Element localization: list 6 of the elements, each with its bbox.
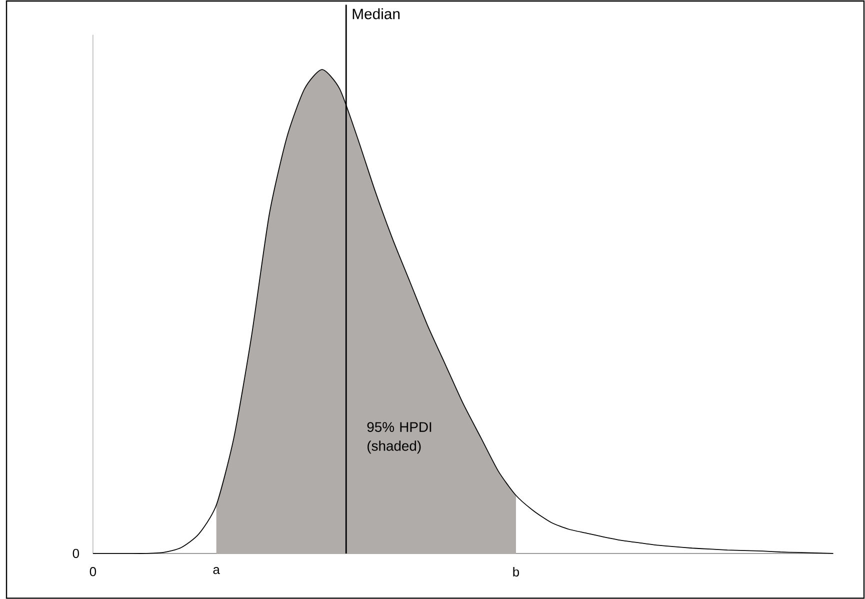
annotation: 95% HPDI (shaded) bbox=[367, 422, 432, 454]
x-tick-label: 0 bbox=[90, 566, 96, 576]
x-tick-label: a bbox=[213, 566, 220, 574]
text: 0 bbox=[72, 548, 80, 558]
x-tick-label: b bbox=[513, 566, 520, 576]
text: Median bbox=[352, 8, 400, 20]
